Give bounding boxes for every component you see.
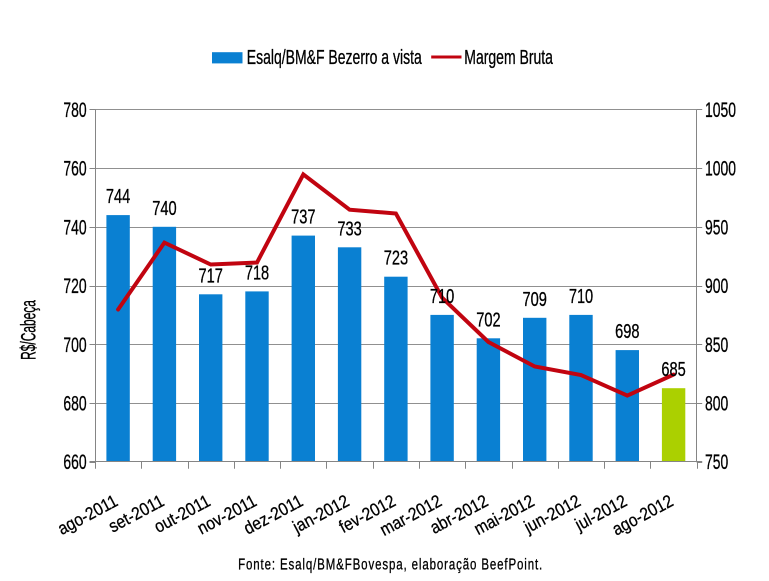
svg-text:737: 737: [291, 205, 315, 228]
svg-text:780: 780: [63, 98, 86, 122]
svg-text:718: 718: [245, 261, 269, 284]
svg-text:Esalq/BM&F Bezerro a vista: Esalq/BM&F Bezerro a vista: [247, 45, 422, 68]
svg-text:723: 723: [384, 246, 408, 269]
svg-text:Margem Bruta: Margem Bruta: [464, 45, 553, 68]
svg-text:750: 750: [705, 450, 728, 474]
svg-text:1050: 1050: [705, 98, 736, 122]
svg-text:702: 702: [476, 308, 500, 331]
svg-text:R$/Cabeça: R$/Cabeça: [17, 300, 40, 360]
svg-text:660: 660: [63, 450, 86, 474]
svg-text:710: 710: [430, 285, 455, 308]
svg-text:744: 744: [106, 185, 131, 208]
svg-text:760: 760: [63, 157, 86, 181]
svg-text:720: 720: [63, 274, 86, 298]
svg-text:1000: 1000: [705, 157, 736, 181]
svg-text:733: 733: [337, 217, 361, 240]
svg-text:Fonte: Esalq/BM&FBovespa, elab: Fonte: Esalq/BM&FBovespa, elaboração Bee…: [238, 554, 543, 572]
svg-text:709: 709: [523, 288, 547, 311]
svg-text:710: 710: [569, 285, 594, 308]
svg-text:740: 740: [152, 197, 177, 220]
svg-text:900: 900: [705, 274, 728, 298]
svg-text:717: 717: [199, 264, 223, 287]
svg-text:685: 685: [661, 358, 685, 381]
svg-text:680: 680: [63, 392, 86, 416]
svg-text:950: 950: [705, 216, 728, 240]
svg-text:700: 700: [63, 333, 86, 357]
svg-text:740: 740: [63, 216, 86, 240]
svg-text:698: 698: [615, 320, 639, 343]
svg-text:800: 800: [705, 392, 728, 416]
svg-text:850: 850: [705, 333, 728, 357]
